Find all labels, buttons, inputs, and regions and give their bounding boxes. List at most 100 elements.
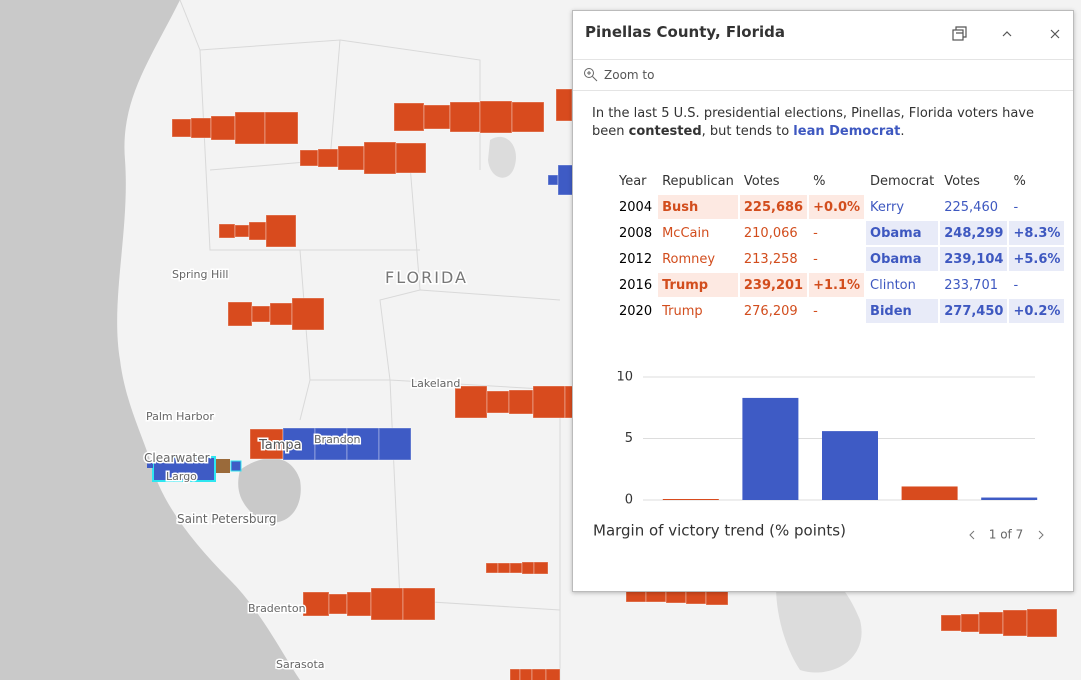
symbol [479, 100, 513, 134]
place-label: Saint Petersburg [177, 512, 276, 526]
symbol [337, 145, 365, 171]
place-label: Tampa [258, 438, 302, 453]
zoom-label: Zoom to [604, 68, 655, 82]
table-cell: Obama [866, 247, 939, 271]
table-cell: 2012 [619, 251, 653, 267]
symbol [547, 174, 559, 186]
collapse-button[interactable] [1002, 31, 1012, 37]
place-label: Bradenton [248, 602, 306, 615]
symbol [545, 668, 561, 680]
symbol [960, 613, 980, 633]
pager-label: 1 of 7 [989, 528, 1023, 542]
column-header: Year [619, 173, 647, 189]
symbol [531, 668, 547, 680]
symbol [227, 301, 253, 327]
table-cell: 2020 [619, 303, 653, 319]
column-header: Votes [944, 173, 980, 189]
results-table: Year Republican Votes% Democrat Votes% 2004 Bu… [613, 167, 1066, 325]
table-cell: +8.3% [1009, 221, 1065, 245]
symbol [370, 587, 404, 621]
table-cell: 2016 [619, 277, 653, 293]
table-cell: 2008 [619, 225, 653, 241]
symbol [234, 224, 250, 238]
table-cell: 239,201 [739, 273, 808, 297]
link[interactable]: lean Democrat [793, 124, 901, 139]
symbol [299, 149, 319, 167]
table-cell: Romney [662, 251, 716, 267]
table-cell: - [1013, 199, 1019, 215]
table-cell: McCain [662, 225, 710, 241]
table-cell: +1.1% [809, 273, 865, 297]
symbol [1002, 609, 1028, 637]
symbol [940, 614, 962, 632]
symbol [328, 593, 348, 615]
chart-title: Margin of victory trend (% points) [593, 522, 846, 540]
table-row: 2016 Trump 239,201 +1.1% Clinton 233,701- [615, 273, 1064, 297]
table-cell: Kerry [870, 199, 905, 215]
y-tick-label: 5 [625, 431, 633, 446]
close-button[interactable] [1050, 29, 1060, 39]
symbol [555, 88, 573, 122]
symbol [314, 427, 348, 461]
symbol [508, 389, 534, 415]
symbol [218, 223, 236, 239]
place-label: Spring Hill [172, 268, 228, 281]
popup-tools [952, 26, 1060, 41]
symbol [291, 297, 325, 331]
symbol [532, 385, 566, 419]
column-header: Votes [743, 173, 780, 189]
symbol [248, 221, 267, 241]
table-cell: 225,686 [739, 195, 808, 219]
symbol [363, 141, 397, 175]
table-cell: 2004 [619, 199, 653, 215]
map-symbols [147, 88, 1058, 680]
symbol [269, 302, 293, 326]
symbol [282, 427, 316, 461]
symbol [978, 611, 1004, 635]
symbol [393, 102, 425, 132]
table-cell: +5.6% [1009, 247, 1065, 271]
symbol [230, 460, 242, 472]
dock-button[interactable] [952, 26, 967, 41]
text: contested [628, 124, 702, 139]
column-header: Republican [662, 173, 734, 189]
bar [901, 486, 958, 500]
zoom-icon [584, 68, 598, 82]
popup-title: Pinellas County, Florida [585, 23, 786, 41]
bar [822, 431, 878, 500]
table-row: 2020 Trump 276,209- Biden 277,450 +0.2% [615, 299, 1065, 323]
symbol [147, 463, 153, 468]
symbol [449, 101, 481, 133]
table-row: 2004 Bush 225,686 +0.0% Kerry 225,460- [615, 195, 1064, 219]
description: In the last 5 U.S. presidential election… [592, 105, 1062, 141]
text: . [900, 124, 905, 139]
table-cell: +0.2% [1009, 299, 1065, 323]
symbol [216, 459, 230, 473]
symbol [485, 562, 499, 574]
next-button[interactable] [1038, 530, 1044, 540]
table-cell: - [813, 225, 818, 241]
table-row: 2012 Romney 213,258- Obama 239,104 +5.6% [615, 247, 1065, 271]
symbol [171, 118, 192, 138]
selected-symbol [152, 456, 216, 482]
symbol [511, 101, 545, 133]
table-cell: Clinton [870, 277, 916, 293]
table-cell: 210,066 [743, 225, 798, 241]
bar [662, 499, 719, 500]
symbol [378, 427, 412, 461]
place-label: Largo [166, 470, 197, 483]
lake [488, 136, 862, 673]
table-cell: Trump [658, 273, 738, 297]
previous-button[interactable] [969, 530, 975, 540]
zoom-to[interactable]: Zoom to [573, 59, 1073, 91]
symbol [264, 111, 299, 145]
table-cell: 277,450 [940, 299, 1008, 323]
column-header: Democrat [870, 173, 935, 189]
symbol [190, 117, 212, 139]
place-label: Palm Harbor [146, 410, 214, 423]
state-label: FLORIDA [385, 268, 468, 287]
y-tick-label: 0 [625, 493, 633, 508]
chart: 0 5 10 Margin of victory trend (% points) 1 … [593, 371, 1044, 542]
text: In the last 5 U.S. presidential election… [592, 106, 1034, 139]
